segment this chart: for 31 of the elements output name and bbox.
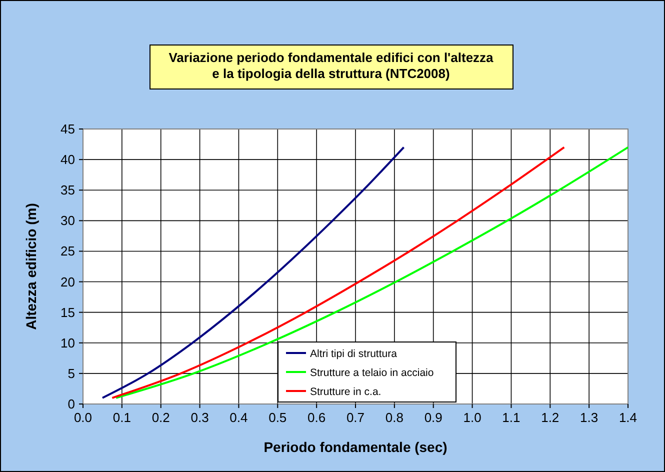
y-tick-label: 25 [60, 244, 75, 259]
y-tick-label: 10 [60, 335, 75, 350]
y-tick-label: 35 [60, 182, 75, 198]
y-tick-label: 20 [60, 274, 75, 290]
y-tick-label: 45 [60, 122, 75, 136]
x-tick-label: 1.4 [618, 410, 638, 425]
x-tick-label: 1.3 [580, 410, 598, 425]
x-tick-label: 1.2 [541, 410, 560, 425]
x-tick-label: 0.9 [424, 410, 442, 425]
legend-label: Altri tipi di struttura [310, 348, 398, 360]
y-tick-label: 15 [60, 304, 75, 320]
legend-label: Strutture a telaio in acciaio [310, 367, 434, 379]
x-tick-label: 1.1 [502, 410, 520, 425]
x-tick-label: 0.4 [230, 410, 248, 425]
legend-label: Strutture in c.a. [310, 386, 382, 398]
x-tick-label: 0.0 [74, 410, 92, 425]
y-tick-label: 0 [68, 396, 75, 412]
x-tick-label: 1.0 [463, 410, 482, 425]
x-tick-label: 0.6 [308, 410, 326, 425]
x-tick-label: 0.8 [385, 410, 404, 425]
x-tick-label: 0.2 [152, 410, 170, 425]
x-tick-label: 0.5 [268, 410, 287, 425]
y-tick-label: 40 [60, 152, 75, 168]
x-tick-label: 0.3 [190, 410, 209, 425]
y-tick-label: 30 [60, 213, 75, 228]
chart-title: Variazione periodo fondamentale edifici con l'altezza e la tipologia della struttura (NTC2008) [168, 50, 494, 81]
x-tick-label: 0.1 [112, 410, 131, 425]
y-axis-title: Altezza edificio (m) [23, 203, 39, 330]
x-axis-title: Periodo fondamentale (sec) [264, 439, 448, 455]
y-tick-label: 5 [68, 366, 75, 381]
x-tick-label: 0.7 [346, 410, 365, 425]
